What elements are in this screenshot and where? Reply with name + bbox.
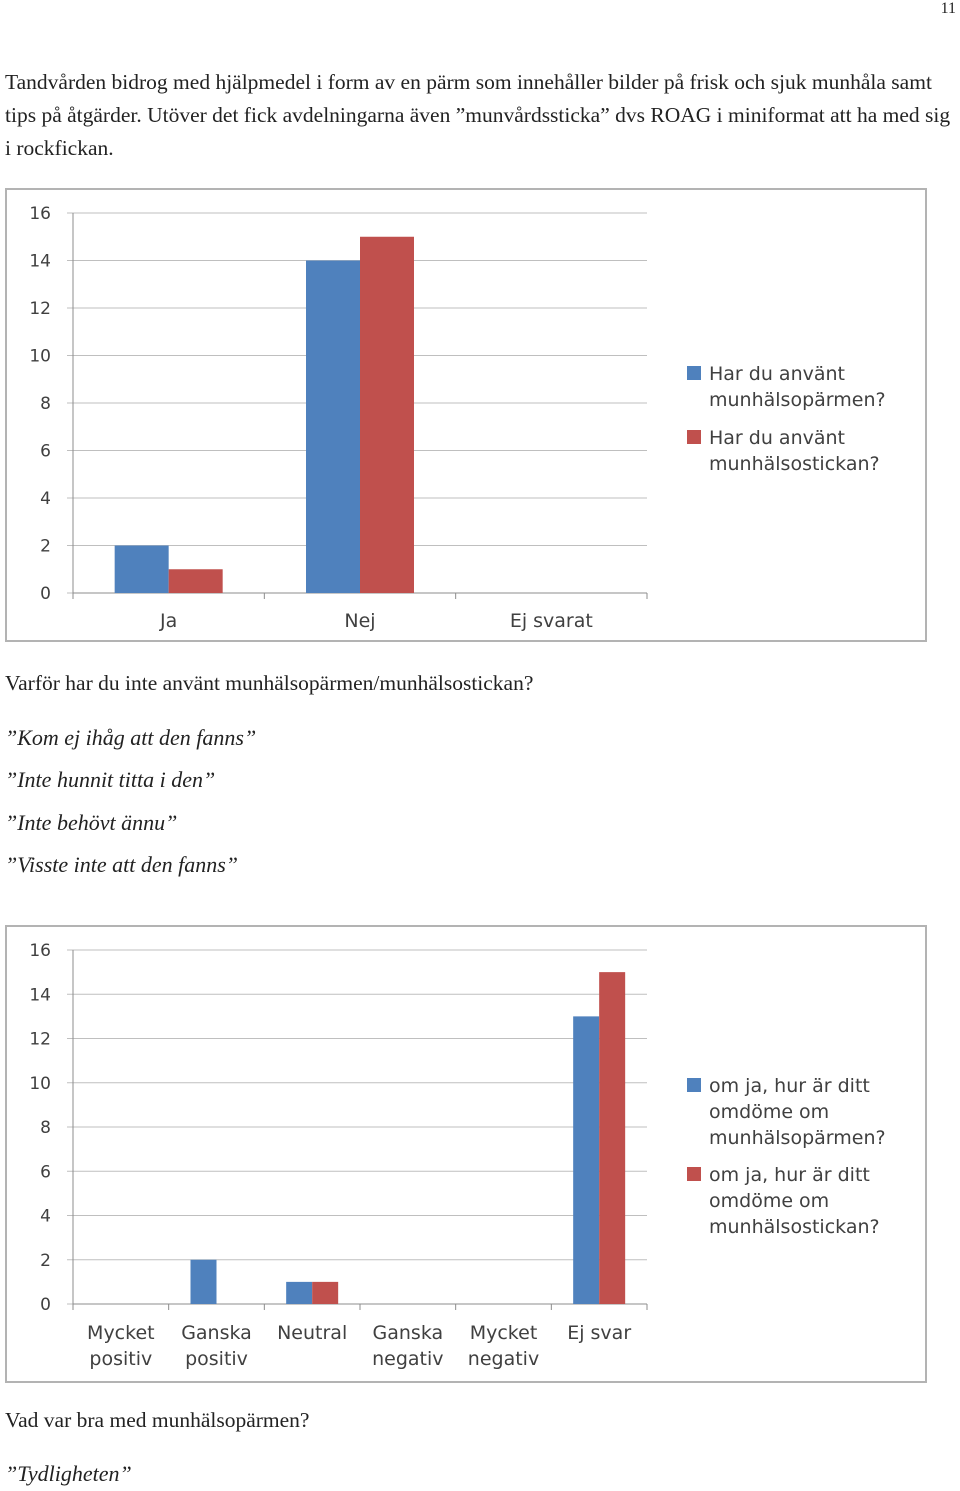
y-tick-label: 16 <box>29 204 51 224</box>
y-tick-label: 12 <box>29 1030 51 1050</box>
chart-opinion-svg: 0 2 4 6 8 10 12 14 16 Mycket positiv Ganska positiv N… <box>29 941 886 1370</box>
legend-label: omdöme om <box>709 1190 829 1212</box>
legend-label: om ja, hur är ditt <box>709 1164 870 1186</box>
legend-label: munhälsopärmen? <box>709 1127 886 1149</box>
y-tick-label: 6 <box>40 442 51 462</box>
bar <box>306 260 360 593</box>
y-tick-label: 4 <box>40 489 51 509</box>
chart-usage: 0 2 4 6 8 10 12 14 16 Ja Nej Ej svarat Har du använt… <box>5 188 927 642</box>
legend-label: om ja, hur är ditt <box>709 1075 870 1097</box>
bar <box>312 1281 339 1304</box>
y-tick-label: 14 <box>29 985 51 1005</box>
y-tick-label: 4 <box>40 1207 51 1227</box>
x-category-label: Ganska <box>373 1322 444 1344</box>
x-category-label: Nej <box>344 610 375 632</box>
x-category-label: Ja <box>159 610 177 632</box>
bar <box>286 1281 313 1304</box>
legend-swatch <box>687 1078 701 1092</box>
y-tick-label: 10 <box>29 347 51 367</box>
y-tick-label: 0 <box>40 1295 51 1315</box>
legend-label: Har du använt <box>709 427 845 449</box>
bar <box>168 569 223 593</box>
answer-quote: ”Inte behövt ännu” <box>5 810 178 835</box>
y-tick-label: 14 <box>29 252 51 272</box>
intro-paragraph: Tandvården bidrog med hjälpmedel i form … <box>5 70 951 160</box>
y-tick-label: 16 <box>29 941 51 961</box>
y-tick-label: 2 <box>40 537 51 557</box>
answer-quote: ”Tydligheten” <box>5 1461 132 1486</box>
y-tick-label: 8 <box>40 1118 51 1138</box>
x-category-label: Mycket <box>87 1322 155 1344</box>
y-tick-label: 6 <box>40 1162 51 1182</box>
chart-usage-svg: 0 2 4 6 8 10 12 14 16 Ja Nej Ej svarat Har du använt… <box>29 204 886 632</box>
legend-swatch <box>687 366 701 380</box>
legend-swatch <box>687 1167 701 1181</box>
x-category-label: negativ <box>468 1348 539 1370</box>
x-category-label: Ganska <box>181 1322 252 1344</box>
legend-label: omdöme om <box>709 1101 829 1123</box>
bar <box>190 1259 217 1304</box>
legend-swatch <box>687 430 701 444</box>
legend-label: munhälsostickan? <box>709 1216 880 1238</box>
legend-label: munhälsopärmen? <box>709 389 886 411</box>
y-tick-label: 10 <box>29 1074 51 1094</box>
bar <box>114 545 169 593</box>
y-tick-label: 0 <box>40 584 51 604</box>
legend-label: Har du använt <box>709 363 845 385</box>
answer-quote: ”Inte hunnit titta i den” <box>5 767 216 792</box>
y-tick-label: 12 <box>29 299 51 319</box>
x-category-label: Mycket <box>470 1322 538 1344</box>
y-tick-label: 2 <box>40 1251 51 1271</box>
question-why-not-used: Varför har du inte använt munhälsopärmen… <box>5 671 534 695</box>
bar <box>360 236 414 593</box>
page-number: 11 <box>940 0 956 17</box>
x-category-label: Ej svar <box>567 1322 631 1344</box>
x-category-label: Ej svarat <box>510 610 593 632</box>
legend-label: munhälsostickan? <box>709 453 880 475</box>
answer-quote: ”Kom ej ihåg att den fanns” <box>5 725 257 750</box>
chart-opinion: 0 2 4 6 8 10 12 14 16 Mycket positiv Ganska positiv N… <box>5 925 927 1383</box>
question-what-was-good: Vad var bra med munhälsopärmen? <box>5 1408 310 1432</box>
x-category-label: positiv <box>185 1348 248 1370</box>
bar <box>599 972 626 1304</box>
y-tick-label: 8 <box>40 394 51 414</box>
x-category-label: positiv <box>89 1348 152 1370</box>
answer-quote: ”Visste inte att den fanns” <box>5 852 239 877</box>
x-category-label: Neutral <box>277 1322 347 1344</box>
x-category-label: negativ <box>372 1348 443 1370</box>
bar <box>573 1016 600 1304</box>
